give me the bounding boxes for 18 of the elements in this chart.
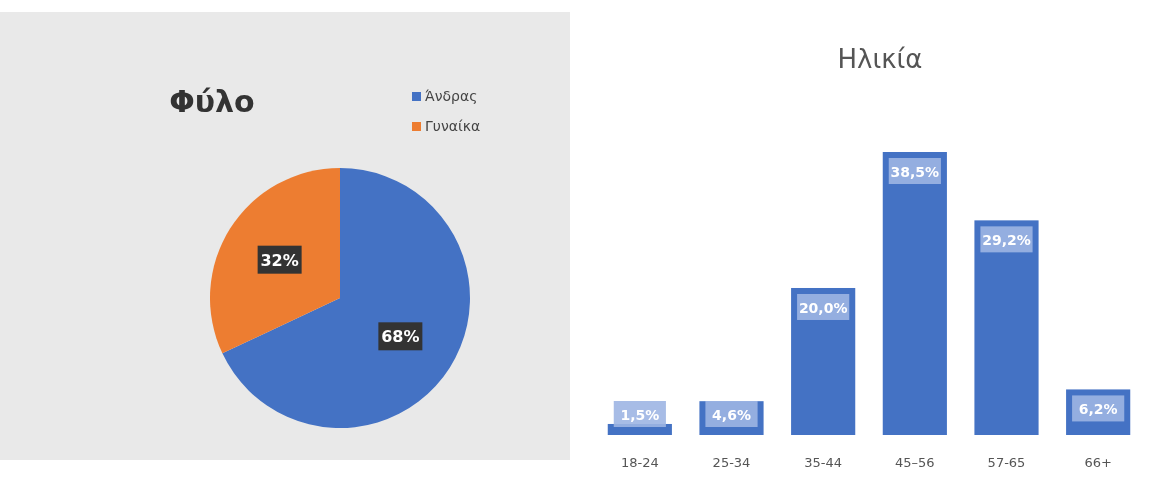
data-label: 38,5% bbox=[890, 164, 940, 180]
data-label: 68% bbox=[381, 327, 420, 347]
x-tick-label: 45–56 bbox=[895, 455, 935, 470]
legend-label: Άνδρας bbox=[425, 88, 478, 104]
x-tick-label: 57-65 bbox=[987, 455, 1026, 470]
data-label: 29,2% bbox=[982, 232, 1031, 249]
data-label: 20,0% bbox=[798, 299, 848, 316]
x-tick-label: 18-24 bbox=[620, 455, 659, 470]
chart-title: Φύλο bbox=[169, 84, 255, 119]
x-tick-label: 25-34 bbox=[712, 455, 751, 470]
data-label: 4,6% bbox=[712, 407, 751, 423]
x-tick-label: 35-44 bbox=[804, 455, 843, 470]
data-label: 6,2% bbox=[1078, 401, 1118, 418]
data-label: 32% bbox=[260, 250, 299, 270]
chart-title: Ηλικία bbox=[837, 44, 923, 74]
x-tick-label: 66+ bbox=[1084, 455, 1112, 470]
data-label: 1,5% bbox=[620, 407, 660, 423]
legend-label: Γυναίκα bbox=[425, 118, 481, 134]
